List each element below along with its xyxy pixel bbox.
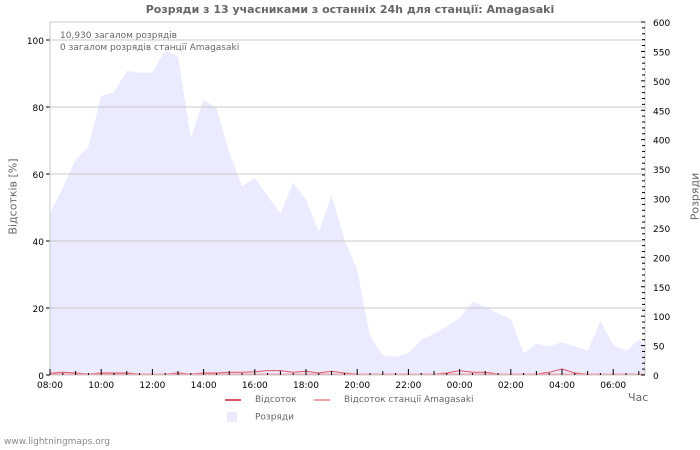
svg-text:0: 0 (653, 372, 659, 382)
legend-station-label: Відсоток станції Amagasaki (344, 395, 474, 405)
svg-text:22:00: 22:00 (395, 381, 421, 391)
svg-text:80: 80 (33, 104, 45, 114)
svg-text:300: 300 (653, 196, 670, 206)
svg-text:250: 250 (653, 225, 670, 235)
legend-strikes-label: Розряди (255, 412, 294, 423)
legend-item-strikes[interactable]: Розряди (224, 412, 294, 423)
right-axis-label: Розряди (688, 172, 700, 221)
svg-text:16:00: 16:00 (242, 381, 268, 391)
svg-text:200: 200 (653, 254, 670, 264)
svg-text:18:00: 18:00 (293, 381, 319, 391)
svg-text:20:00: 20:00 (344, 381, 370, 391)
station-line-swatch-icon (314, 398, 330, 401)
legend-percent-label: Відсоток (255, 395, 297, 405)
svg-text:0: 0 (38, 372, 44, 382)
svg-text:500: 500 (653, 78, 670, 88)
svg-text:10:00: 10:00 (88, 381, 114, 391)
axes: 0 20 40 60 80 100 0 50 100 150 200 250 300 350 400 450 5… (27, 19, 671, 391)
annotation-box: 10,930 загалом розрядів 0 загалом розряд… (60, 30, 239, 54)
watermark: www.lightningmaps.org (4, 437, 110, 447)
percent-line-swatch-icon (225, 398, 241, 401)
svg-text:02:00: 02:00 (498, 381, 524, 391)
svg-text:20: 20 (33, 305, 45, 315)
left-axis-label: Відсотків [%] (6, 158, 20, 235)
legend-item-percent[interactable]: Відсоток (225, 395, 297, 405)
svg-text:12:00: 12:00 (139, 381, 165, 391)
strikes-area (50, 49, 645, 375)
area-swatch-icon (227, 412, 237, 422)
svg-text:100: 100 (653, 313, 670, 323)
svg-text:06:00: 06:00 (600, 381, 626, 391)
svg-text:450: 450 (653, 107, 670, 117)
svg-text:350: 350 (653, 166, 670, 176)
grid-lines (50, 21, 645, 309)
svg-text:04:00: 04:00 (549, 381, 575, 391)
x-axis-label: Час (628, 391, 649, 404)
svg-text:100: 100 (27, 37, 44, 47)
svg-text:400: 400 (653, 137, 670, 147)
station-strikes-text: 0 загалом розрядів станції Amagasaki (60, 43, 240, 53)
svg-text:00:00: 00:00 (447, 381, 473, 391)
svg-text:40: 40 (33, 238, 45, 248)
svg-text:08:00: 08:00 (37, 381, 63, 391)
svg-text:550: 550 (653, 48, 670, 58)
svg-text:60: 60 (33, 171, 45, 181)
percent-lines (49, 368, 645, 375)
chart-title: Розряди з 13 учасниками з останніх 24h д… (145, 3, 555, 16)
svg-text:150: 150 (653, 284, 670, 294)
legend-item-station-percent[interactable]: Відсоток станції Amagasaki (314, 395, 474, 405)
svg-text:600: 600 (653, 19, 670, 29)
svg-text:14:00: 14:00 (191, 381, 217, 391)
svg-text:50: 50 (653, 343, 665, 353)
total-strikes-text: 10,930 загалом розрядів (60, 31, 177, 41)
